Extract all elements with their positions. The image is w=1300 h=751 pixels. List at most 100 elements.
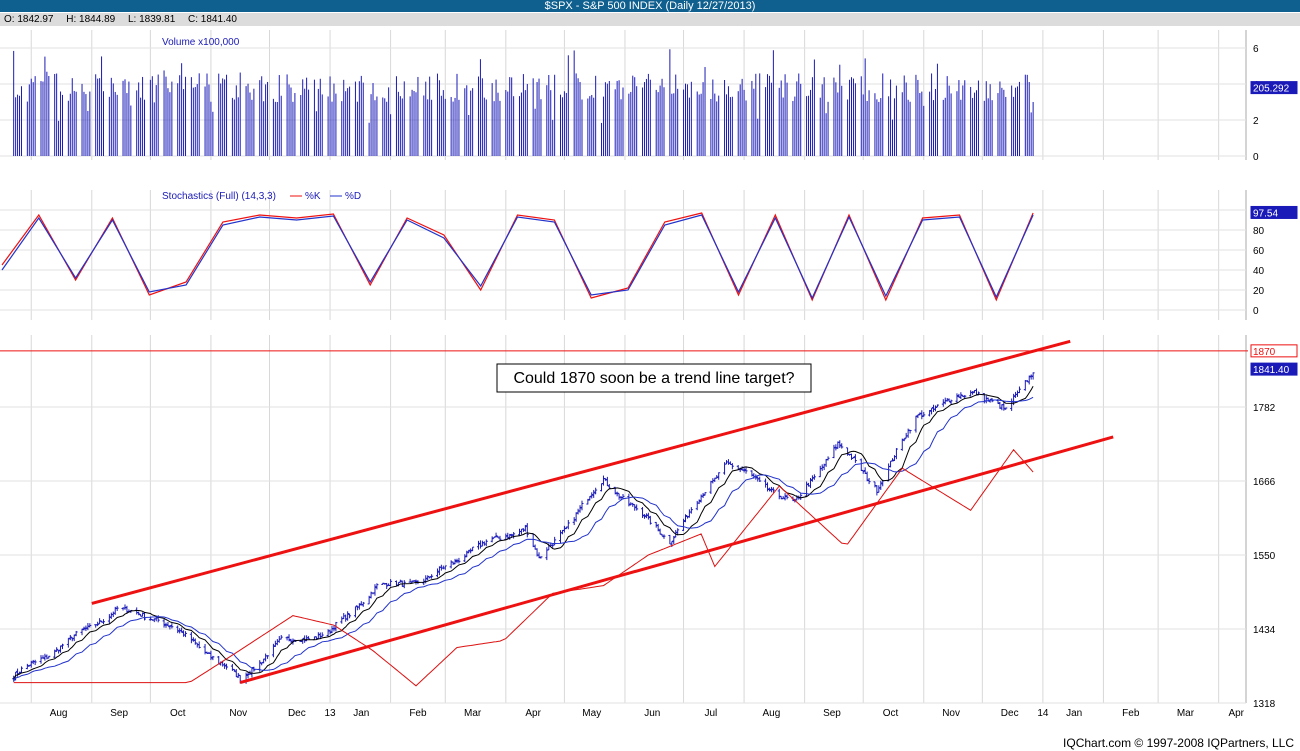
price-bar bbox=[892, 455, 896, 462]
ma-long-line bbox=[13, 448, 1034, 687]
price-bar bbox=[578, 505, 582, 513]
price-bar bbox=[865, 471, 869, 482]
x-tick-label: Mar bbox=[464, 708, 482, 719]
price-tick-label: 1782 bbox=[1253, 403, 1276, 414]
price-bar bbox=[853, 454, 857, 463]
price-bar bbox=[264, 653, 268, 662]
open-value: O: 1842.97 bbox=[4, 14, 54, 25]
price-bar bbox=[469, 548, 473, 554]
price-bar bbox=[969, 390, 973, 397]
price-bar bbox=[107, 614, 111, 624]
price-bar bbox=[957, 393, 961, 398]
price-bar bbox=[971, 391, 975, 395]
x-tick-label: Jan bbox=[353, 708, 369, 719]
price-bar bbox=[289, 638, 293, 643]
price-bar bbox=[873, 481, 877, 488]
price-bar bbox=[935, 404, 939, 408]
price-bar bbox=[375, 583, 379, 590]
price-bar bbox=[467, 549, 471, 554]
price-bar bbox=[457, 557, 461, 564]
price-bar bbox=[463, 554, 467, 563]
price-bar bbox=[478, 540, 482, 549]
price-bar bbox=[115, 605, 119, 612]
price-bar bbox=[646, 512, 650, 520]
price-bar bbox=[225, 663, 229, 670]
price-bar bbox=[627, 493, 631, 507]
price-bar bbox=[769, 486, 773, 493]
price-bar bbox=[586, 498, 590, 505]
price-bar bbox=[580, 500, 584, 511]
x-tick-label: Dec bbox=[1001, 708, 1019, 719]
price-panel bbox=[0, 339, 1248, 687]
price-bar bbox=[920, 410, 924, 420]
stoch-k-line bbox=[1, 212, 1034, 302]
stoch-tick-label: 60 bbox=[1253, 246, 1265, 257]
price-bar bbox=[902, 438, 906, 442]
price-bar bbox=[689, 507, 693, 514]
price-bar bbox=[607, 484, 611, 490]
price-bar bbox=[111, 611, 115, 618]
price-bar bbox=[449, 560, 453, 569]
price-bar bbox=[430, 574, 434, 579]
price-bar bbox=[193, 638, 197, 645]
price-last-value: 1841.40 bbox=[1253, 365, 1290, 376]
price-bar bbox=[1004, 407, 1008, 410]
price-bar bbox=[82, 626, 86, 631]
price-bar bbox=[851, 456, 855, 459]
price-bar bbox=[955, 393, 959, 404]
price-bar bbox=[197, 641, 201, 649]
price-bar bbox=[635, 504, 639, 511]
stoch-tick-label: 40 bbox=[1253, 266, 1265, 277]
price-bar bbox=[68, 634, 72, 641]
trend-line-lower bbox=[239, 435, 1114, 685]
price-bar bbox=[519, 528, 523, 535]
price-bar bbox=[1023, 380, 1027, 391]
price-bar bbox=[1031, 372, 1035, 380]
price-bar bbox=[162, 618, 166, 628]
price-bar bbox=[1029, 374, 1033, 380]
price-bar bbox=[648, 515, 652, 525]
price-bar bbox=[60, 643, 64, 650]
price-bar bbox=[102, 619, 106, 625]
price-bar bbox=[55, 647, 59, 652]
price-bar bbox=[687, 509, 691, 518]
price-bar bbox=[189, 632, 193, 644]
price-bar bbox=[357, 603, 361, 610]
price-bar bbox=[275, 639, 279, 646]
price-bar bbox=[230, 664, 234, 671]
price-bar bbox=[908, 429, 912, 434]
x-tick-label: Feb bbox=[409, 708, 427, 719]
price-bar bbox=[394, 580, 398, 587]
price-bar bbox=[715, 475, 719, 479]
price-bar bbox=[41, 655, 45, 659]
price-tick-label: 1318 bbox=[1253, 699, 1276, 710]
annotation-box: Could 1870 soon be a trend line target? bbox=[496, 363, 812, 393]
price-bar bbox=[545, 547, 549, 561]
price-bar bbox=[777, 488, 781, 500]
price-bar bbox=[928, 409, 932, 417]
price-bar bbox=[812, 474, 816, 480]
price-bar bbox=[559, 530, 563, 544]
price-bar bbox=[641, 507, 645, 518]
close-value: C: 1841.40 bbox=[188, 14, 237, 25]
x-tick-label: Feb bbox=[1122, 708, 1140, 719]
x-tick-label: Sep bbox=[823, 708, 841, 719]
stoch-tick-label: 0 bbox=[1253, 306, 1259, 317]
price-bar bbox=[682, 518, 686, 531]
price-bar bbox=[726, 459, 730, 465]
x-tick-label: Oct bbox=[170, 708, 186, 719]
volume-tick-label: 6 bbox=[1253, 44, 1259, 55]
price-bar bbox=[959, 392, 963, 400]
price-bar bbox=[849, 453, 853, 460]
price-bar bbox=[767, 487, 771, 492]
price-bar bbox=[223, 662, 227, 669]
high-value: H: 1844.89 bbox=[66, 14, 116, 25]
price-bar bbox=[19, 666, 23, 673]
price-bar bbox=[949, 399, 953, 405]
price-tick-label: 1666 bbox=[1253, 477, 1276, 488]
price-bar bbox=[918, 412, 922, 416]
price-tick-label: 1434 bbox=[1253, 625, 1276, 636]
x-tick-label: Dec bbox=[288, 708, 306, 719]
price-bar bbox=[279, 635, 283, 640]
price-bar bbox=[933, 405, 937, 412]
